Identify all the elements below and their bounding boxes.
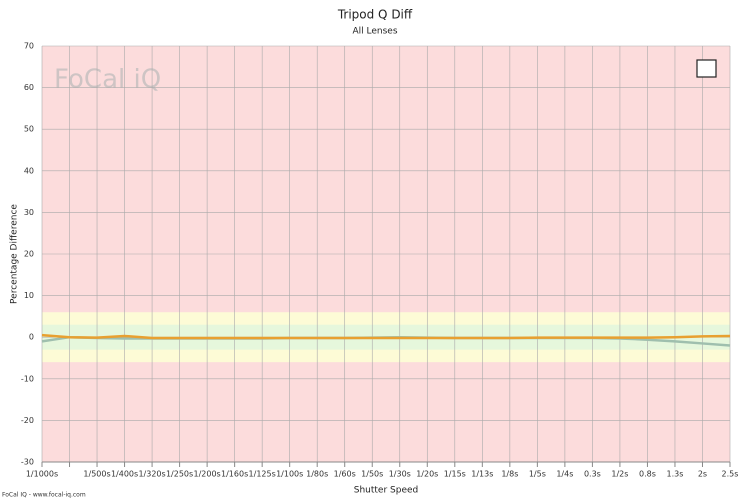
plot-area: FoCal iQ [41,45,731,463]
x-tick-label: 1/8s [501,470,518,479]
x-tick-label: 1/400s [111,470,138,479]
x-axis-title: Shutter Speed [354,486,419,496]
x-tick-label: 1/200s [194,470,221,479]
x-tick-label: 1/20s [416,470,438,479]
x-tick-label: 1/160s [221,470,248,479]
x-tick-label: 1/4s [556,470,573,479]
x-tick-label: 1.3s [667,470,684,479]
y-tick-label: -20 [21,416,34,425]
y-tick-label: 10 [24,291,34,300]
x-tick-label: 1/5s [529,470,546,479]
y-tick-label: 20 [24,250,34,259]
y-tick-label: 30 [24,208,34,217]
series-line [41,333,731,340]
x-tick-label: 1/2s [611,470,628,479]
legend-toggle[interactable] [696,59,717,78]
x-tick-label: 2.5s [722,470,739,479]
x-tick-label: 1/1000s [26,470,58,479]
y-tick-label: 70 [24,42,34,51]
x-tick-label: 0.3s [584,470,601,479]
x-tick-label: 0.8s [639,470,656,479]
y-tick-label: 50 [24,125,34,134]
y-tick-label: 60 [24,83,34,92]
x-tick-label: 1/250s [166,470,193,479]
chart-title: Tripod Q Diff [337,8,413,22]
x-tick-label: 1/80s [306,470,328,479]
logo: FoCal iQ [54,65,161,95]
y-tick-label: -10 [21,374,34,383]
y-tick-label: 0 [29,333,34,342]
x-tick-label: 1/500s [83,470,110,479]
x-tick-label: 2s [698,470,707,479]
x-tick-label: 1/15s [444,470,466,479]
x-tick-label: 1/13s [471,470,493,479]
y-axis-title: Percentage Difference [10,204,20,304]
x-tick-label: 1/60s [334,470,356,479]
x-tick-label: 1/50s [361,470,383,479]
x-tick-label: 1/100s [276,470,303,479]
footer: FoCal IQ - www.focal-iq.com [2,492,86,499]
chart-subtitle: All Lenses [352,27,397,37]
x-tick-label: 1/30s [389,470,411,479]
x-tick-label: 1/320s [138,470,165,479]
y-tick-label: 40 [24,166,34,175]
x-tick-label: 1/125s [249,470,276,479]
y-tick-label: -30 [21,458,34,467]
